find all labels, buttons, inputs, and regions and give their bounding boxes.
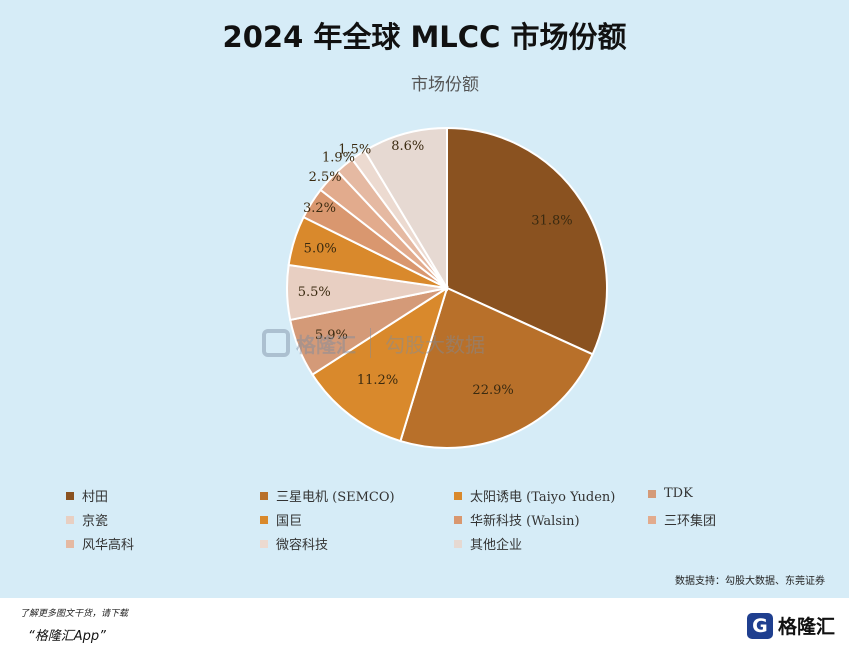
legend-item: 京瓷 — [66, 510, 108, 529]
legend-swatch — [66, 539, 74, 548]
legend-label: 微容科技 — [276, 538, 329, 553]
legend-item: 三星电机 (SEMCO) — [260, 486, 395, 505]
watermark-divider — [370, 328, 371, 358]
logo-text: 格隆汇 — [777, 616, 835, 638]
watermark-data: 勾股大数据 — [385, 332, 485, 357]
footer-bar — [0, 598, 849, 654]
legend-label: 村田 — [82, 490, 109, 505]
legend-swatch — [66, 515, 74, 524]
legend-swatch — [648, 489, 656, 498]
legend-label: 三星电机 (SEMCO) — [276, 490, 395, 505]
pie-slice — [363, 126, 448, 292]
slice-value-label: 8.6% — [391, 139, 424, 154]
chart-subtitle: 市场份额 — [411, 75, 479, 95]
watermark: 格隆汇 勾股大数据 — [262, 328, 485, 358]
pie-chart: 31.8% 22.9% 11.2% 5.9% 5.5% 5.0% 3.2% 2.5% 1.9%1… — [286, 126, 608, 449]
watermark-brand: 格隆汇 — [296, 332, 356, 357]
slice-value-label: 1.5% — [338, 142, 371, 157]
legend-swatch — [454, 539, 462, 548]
legend-swatch — [66, 491, 74, 500]
legend-label: 其他企业 — [470, 538, 523, 553]
legend-swatch — [454, 515, 462, 524]
footer-promo-text: 了解更多图文干货，请下载 — [20, 609, 129, 619]
pie-slice — [446, 126, 608, 356]
legend-item: 风华高科 — [66, 534, 134, 553]
legend-label: 三环集团 — [664, 514, 717, 529]
pie-slice — [399, 286, 594, 449]
slice-value-label: 31.8% — [531, 213, 572, 228]
legend-item: 三环集团 — [648, 510, 716, 529]
legend-swatch — [260, 539, 268, 548]
pie-slice — [311, 285, 449, 443]
legend-item: 国巨 — [260, 510, 302, 529]
legend-swatch — [454, 491, 462, 500]
brand-logo: G 格隆汇 — [746, 612, 835, 639]
legend-label: TDK — [664, 486, 693, 501]
legend-item: 村田 — [66, 486, 108, 505]
legend-label: 京瓷 — [82, 514, 109, 529]
legend-label: 华新科技 (Walsin) — [470, 514, 580, 529]
slice-value-label: 5.0% — [304, 242, 337, 257]
slice-value-label: 5.9% — [315, 328, 348, 343]
slice-value-label: 22.9% — [472, 383, 513, 398]
data-source: 数据支持：勾股大数据、东莞证券 — [675, 576, 825, 587]
chart-title: 2024 年全球 MLCC 市场份额 — [222, 20, 627, 54]
slice-value-label: 11.2% — [357, 373, 398, 388]
legend-label: 国巨 — [276, 514, 303, 529]
legend-swatch — [648, 515, 656, 524]
logo-icon: G — [746, 612, 773, 639]
legend-swatch — [260, 491, 268, 500]
legend-item: 其他企业 — [454, 534, 522, 553]
slice-value-label: 1.9% — [322, 151, 355, 166]
footer-app-name: “格隆汇App” — [28, 629, 106, 644]
legend-item: TDK — [648, 486, 693, 501]
legend-label: 太阳诱电 (Taiyo Yuden) — [470, 490, 616, 505]
legend-item: 太阳诱电 (Taiyo Yuden) — [454, 486, 615, 505]
legend-swatch — [260, 515, 268, 524]
watermark-logo-icon — [262, 329, 290, 357]
legend-item: 微容科技 — [260, 534, 328, 553]
slice-value-label: 5.5% — [298, 285, 331, 300]
slice-value-label: 2.5% — [309, 170, 342, 185]
legend-label: 风华高科 — [82, 538, 135, 553]
slice-value-label: 3.2% — [303, 201, 336, 216]
legend-item: 华新科技 (Walsin) — [454, 510, 580, 529]
